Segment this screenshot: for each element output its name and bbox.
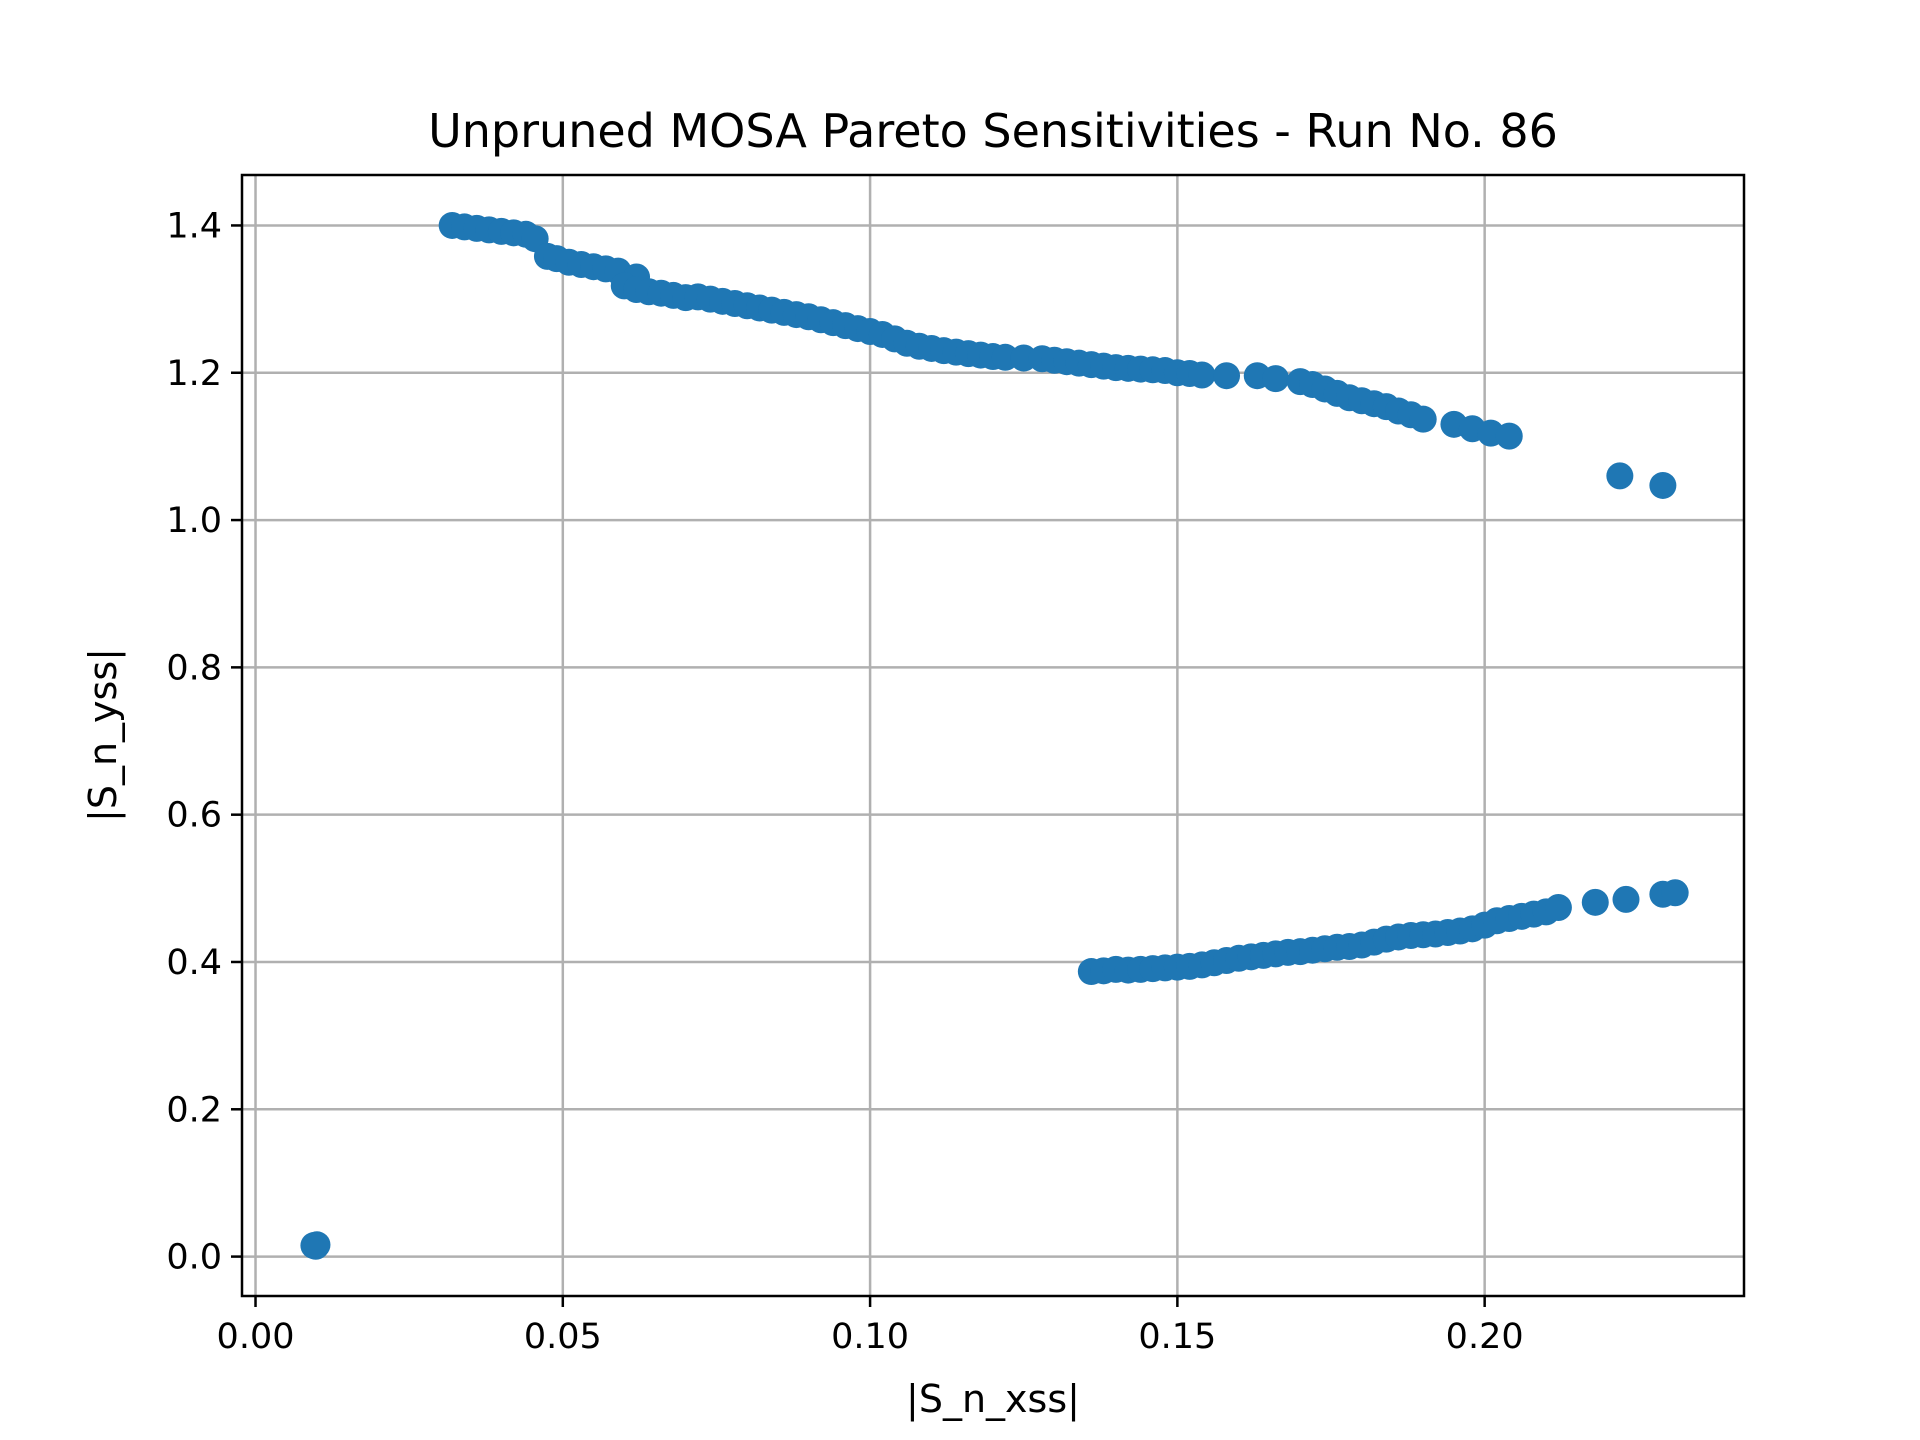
data-point xyxy=(1581,888,1609,916)
y-tick-label: 1.2 xyxy=(166,354,222,394)
x-axis-ticks: 0.00 0.05 0.10 0.15 0.20 xyxy=(217,1296,1524,1357)
chart-title: Unpruned MOSA Pareto Sensitivities - Run… xyxy=(428,104,1558,158)
x-tick-label: 0.10 xyxy=(831,1317,909,1357)
data-point xyxy=(1606,462,1634,490)
y-tick-label: 1.0 xyxy=(166,501,222,541)
data-point xyxy=(1188,361,1216,389)
y-tick-label: 1.4 xyxy=(166,206,222,246)
x-tick-label: 0.00 xyxy=(217,1317,295,1357)
grid-lines xyxy=(242,175,1744,1296)
y-tick-label: 0.2 xyxy=(166,1090,222,1130)
data-point xyxy=(302,1232,330,1260)
y-axis-label: |S_n_yss| xyxy=(81,648,126,822)
data-points xyxy=(300,211,1689,1260)
x-tick-label: 0.05 xyxy=(524,1317,602,1357)
y-tick-label: 0.4 xyxy=(166,943,222,983)
data-point xyxy=(1612,885,1640,913)
x-axis-label: |S_n_xss| xyxy=(906,1377,1080,1422)
data-point xyxy=(1409,405,1437,433)
y-tick-label: 0.6 xyxy=(166,796,222,836)
x-tick-label: 0.15 xyxy=(1138,1317,1216,1357)
y-tick-label: 0.0 xyxy=(166,1238,222,1278)
data-point xyxy=(1544,893,1572,921)
data-point xyxy=(1649,471,1677,499)
data-point xyxy=(1213,362,1241,390)
data-point xyxy=(1661,879,1689,907)
y-axis-ticks: 0.0 0.2 0.4 0.6 0.8 1.0 1.2 1.4 xyxy=(166,206,242,1278)
data-point xyxy=(1262,365,1290,393)
y-tick-label: 0.8 xyxy=(166,648,222,688)
data-point xyxy=(1495,422,1523,450)
x-tick-label: 0.20 xyxy=(1446,1317,1524,1357)
plot-frame xyxy=(240,173,1746,1298)
